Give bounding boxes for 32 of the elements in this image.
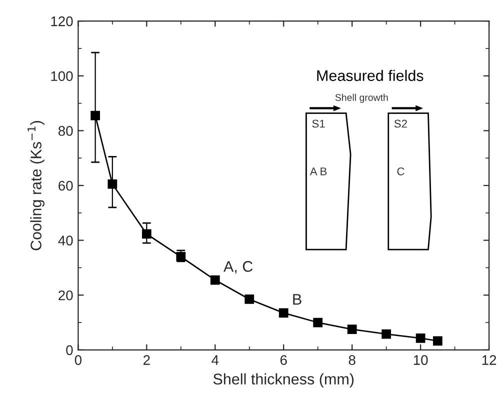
x-tick-label: 12 — [482, 355, 496, 365]
point — [382, 329, 392, 339]
x-tick-label: 8 — [348, 355, 356, 365]
point — [347, 324, 357, 334]
annotation: A, C — [224, 261, 253, 274]
point — [108, 179, 118, 189]
x-tick-label: 6 — [280, 355, 287, 365]
y-tick-label: 40 — [58, 236, 73, 246]
annotation: S2 — [394, 120, 407, 128]
y-tick-label: 80 — [58, 126, 73, 136]
y-tick-label: 60 — [58, 180, 73, 191]
annotation: Measured fields — [317, 70, 424, 82]
y-tick-label: 20 — [58, 290, 73, 300]
point — [278, 308, 288, 318]
annotation: C — [397, 167, 404, 176]
annotation: S1 — [312, 120, 325, 128]
point — [313, 318, 323, 328]
annotation: B — [293, 294, 302, 305]
y-tick-label: 120 — [51, 16, 73, 26]
y-tick-label: 0 — [66, 345, 73, 356]
x-tick-label: 10 — [414, 355, 428, 365]
annotation: A B — [310, 168, 327, 176]
y-axis-title: Cooling rate (Ks$^{−1}$) — [28, 121, 44, 250]
x-tick-label: 2 — [144, 355, 150, 365]
point — [416, 333, 426, 343]
x-tick-label: 4 — [212, 355, 219, 365]
point — [244, 294, 254, 304]
x-tick-label: 0 — [74, 355, 82, 365]
point — [432, 336, 442, 346]
y-tick-label: 100 — [51, 71, 73, 82]
annotation: Shell growth — [335, 94, 388, 103]
x-axis-title: Shell thickness (mm) — [213, 373, 354, 388]
